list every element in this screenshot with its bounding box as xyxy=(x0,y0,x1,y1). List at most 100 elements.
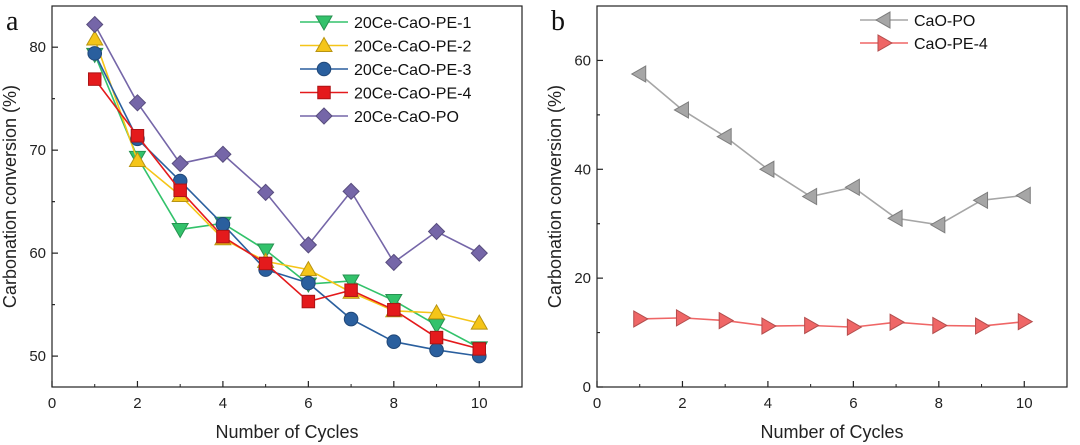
y-axis-label: Carbonation conversion (%) xyxy=(545,85,565,308)
data-point xyxy=(758,160,775,179)
x-tick-label: 0 xyxy=(593,395,601,412)
data-point xyxy=(301,275,316,291)
data-point xyxy=(130,129,145,143)
y-tick-label: 70 xyxy=(29,142,46,159)
data-point xyxy=(887,209,903,228)
legend: CaO-PO CaO-PE-4 xyxy=(860,11,988,53)
data-point xyxy=(801,187,818,206)
legend-marker xyxy=(316,61,332,77)
x-tick-label: 10 xyxy=(1016,395,1033,412)
data-point xyxy=(429,342,444,358)
legend-marker xyxy=(315,15,333,32)
series-line xyxy=(94,53,480,357)
data-point xyxy=(470,244,488,262)
y-tick-label: 20 xyxy=(574,270,591,287)
x-tick-label: 6 xyxy=(849,395,857,412)
series-CaO-PO xyxy=(630,65,1031,234)
data-point xyxy=(299,260,318,277)
y-axis-label: Carbonation conversion (%) xyxy=(0,85,20,308)
chart-panel-b: 0 2 4 6 8 10 0 20 40 60 Number of Cycles Carbonatio… xyxy=(545,5,1068,442)
data-point xyxy=(673,101,689,119)
data-point xyxy=(844,178,860,197)
legend-marker xyxy=(317,85,331,100)
data-point xyxy=(171,222,190,239)
data-point xyxy=(256,183,275,202)
data-point xyxy=(929,215,946,234)
data-point xyxy=(386,334,402,349)
data-point xyxy=(173,183,187,198)
series-line xyxy=(639,73,1025,226)
panel-label: a xyxy=(6,6,19,37)
series-line xyxy=(93,54,480,349)
data-point xyxy=(718,311,735,330)
data-point xyxy=(633,310,649,328)
data-point xyxy=(675,309,692,327)
data-point xyxy=(256,243,275,260)
data-point xyxy=(87,46,103,61)
data-point xyxy=(258,256,273,271)
legend: 20Ce-CaO-PE-1 20Ce-CaO-PE-2 20Ce-CaO-PE-3 2… xyxy=(300,15,471,126)
series-20Ce-CaO-PE-4 xyxy=(87,72,487,356)
data-point xyxy=(1017,312,1034,331)
legend-marker xyxy=(315,36,333,52)
data-point xyxy=(761,317,777,335)
data-point xyxy=(385,253,403,272)
series-line xyxy=(94,78,480,350)
legend-label: 20Ce-CaO-PE-4 xyxy=(354,86,471,103)
data-point xyxy=(301,294,316,309)
data-point xyxy=(387,303,401,317)
data-point xyxy=(128,94,147,112)
legend-label: CaO-PO xyxy=(914,13,975,30)
data-point xyxy=(171,154,189,173)
y-tick-label: 40 xyxy=(574,161,591,178)
data-point xyxy=(804,316,820,335)
data-point xyxy=(470,314,489,330)
legend-label: 20Ce-CaO-PE-1 xyxy=(354,15,471,32)
chart-panel-a: 0 2 4 6 8 10 50 60 70 80 Number of Cycles Carbonati… xyxy=(0,5,523,442)
data-point xyxy=(299,236,318,254)
data-point xyxy=(342,182,360,201)
panel-label: b xyxy=(551,6,565,37)
data-point xyxy=(85,29,104,46)
data-point xyxy=(975,317,991,335)
x-tick-label: 6 xyxy=(304,395,312,412)
data-point xyxy=(889,313,906,332)
plot-frame xyxy=(51,5,523,388)
x-tick-label: 4 xyxy=(764,395,772,412)
data-point xyxy=(427,303,446,320)
data-point xyxy=(86,15,104,34)
data-point xyxy=(87,72,102,86)
data-point xyxy=(630,65,647,83)
data-point xyxy=(384,294,403,310)
x-tick-label: 8 xyxy=(935,395,943,412)
legend-marker xyxy=(315,107,333,125)
x-tick-label: 10 xyxy=(471,395,488,412)
data-point xyxy=(344,283,358,297)
data-point xyxy=(429,330,444,345)
series-line xyxy=(94,24,480,264)
data-point xyxy=(427,222,446,241)
series-line xyxy=(93,38,480,324)
data-point xyxy=(846,318,863,336)
data-point xyxy=(1015,186,1031,205)
x-axis-label: Number of Cycles xyxy=(215,422,358,442)
data-point xyxy=(343,311,359,327)
data-point xyxy=(716,127,732,146)
y-tick-label: 60 xyxy=(29,245,46,262)
data-point xyxy=(972,191,989,210)
plot-frame xyxy=(596,5,1068,388)
legend-marker xyxy=(874,11,891,29)
y-tick-label: 50 xyxy=(29,348,46,365)
x-tick-label: 8 xyxy=(390,395,398,412)
series-line xyxy=(639,317,1025,328)
legend-marker xyxy=(877,34,894,52)
x-tick-label: 2 xyxy=(133,395,141,412)
data-point xyxy=(214,145,232,163)
series-CaO-PE-4 xyxy=(633,309,1034,336)
data-point xyxy=(216,229,230,244)
legend-label: CaO-PE-4 xyxy=(914,36,988,53)
y-tick-label: 0 xyxy=(583,379,591,396)
data-point xyxy=(932,316,948,335)
y-tick-label: 80 xyxy=(29,39,46,56)
